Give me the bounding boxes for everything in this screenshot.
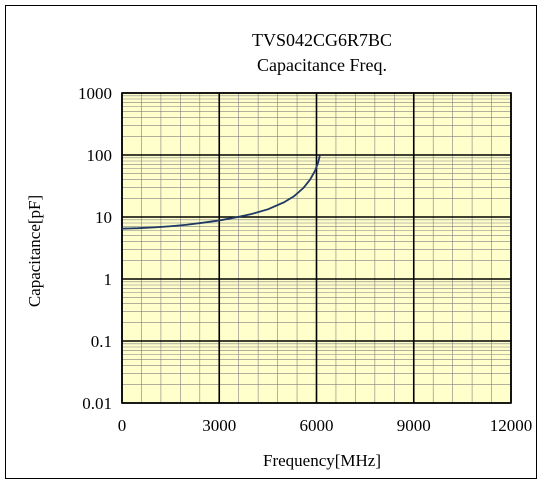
y-axis-label: Capacitance[pF] <box>25 195 44 307</box>
y-tick-label: 0.01 <box>82 394 112 413</box>
y-tick-label: 1000 <box>78 84 112 103</box>
capacitance-chart: TVS042CG6R7BC Capacitance Freq. Frequenc… <box>25 30 533 470</box>
x-tick-label: 9000 <box>397 416 431 435</box>
y-tick-label: 100 <box>87 146 113 165</box>
capacitance-series-line <box>121 155 321 230</box>
x-tick-label: 6000 <box>300 416 334 435</box>
x-tick-label: 0 <box>118 416 127 435</box>
chart-title: TVS042CG6R7BC <box>252 30 392 50</box>
x-axis-label: Frequency[MHz] <box>263 451 381 470</box>
y-tick-label: 10 <box>95 208 112 227</box>
y-tick-label: 0.1 <box>91 332 112 351</box>
x-tick-label: 3000 <box>202 416 236 435</box>
plot-border <box>121 92 512 404</box>
x-tick-label: 12000 <box>490 416 533 435</box>
chart-frame: TVS042CG6R7BC Capacitance Freq. Frequenc… <box>5 5 537 479</box>
chart-subtitle: Capacitance Freq. <box>257 55 387 75</box>
y-tick-label: 1 <box>104 270 113 289</box>
plot-area <box>121 92 512 404</box>
